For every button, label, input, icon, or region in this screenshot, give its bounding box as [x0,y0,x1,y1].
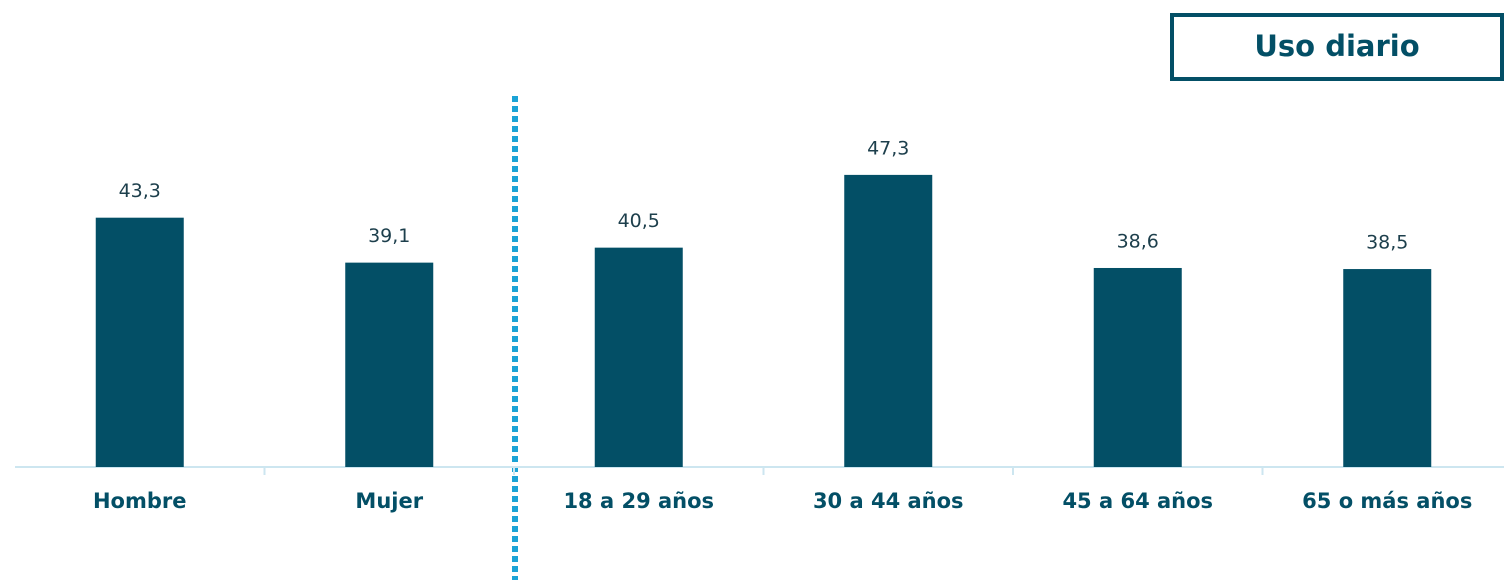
bar [844,174,933,467]
x-tick-label: 65 o más años [1302,489,1472,513]
x-tick-label: 18 a 29 años [563,489,714,513]
x-tick-label: 30 a 44 años [813,489,964,513]
legend-box [1170,13,1504,81]
x-tick-label: Mujer [355,489,423,513]
value-label: 38,6 [1117,230,1159,252]
bar [1343,269,1432,467]
bar [594,247,683,467]
value-label: 40,5 [618,210,660,232]
bar [345,262,434,467]
bar [1093,267,1182,467]
value-label: 39,1 [368,225,410,247]
x-tick-label: 45 a 64 años [1062,489,1213,513]
value-label: 43,3 [119,180,161,202]
legend-label: Uso diario [1254,29,1419,63]
value-label: 47,3 [867,137,909,159]
bar [95,217,184,467]
x-tick-label: Hombre [93,489,187,513]
value-label: 38,5 [1366,232,1408,254]
